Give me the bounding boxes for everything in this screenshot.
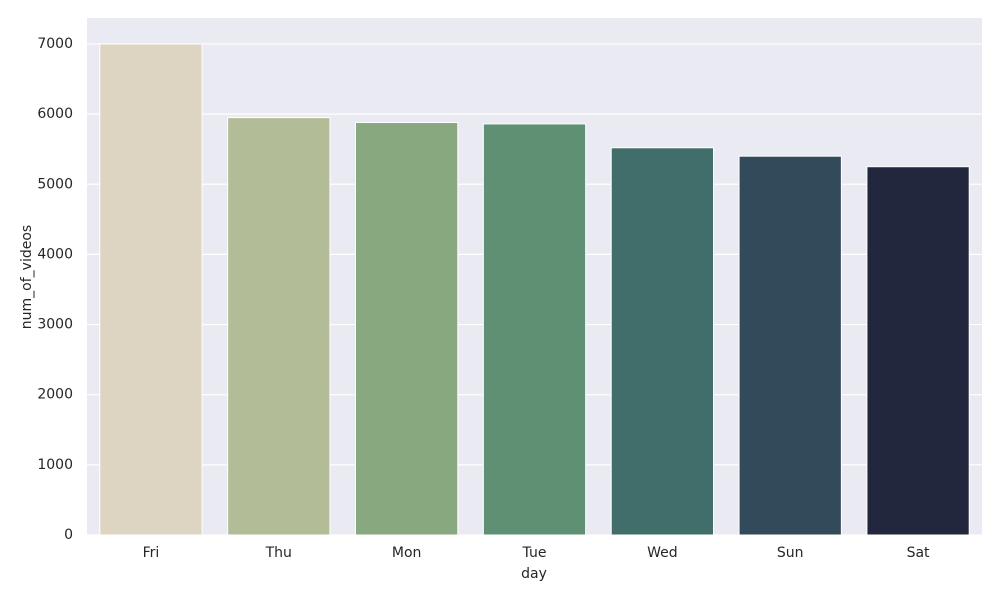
y-tick-label: 2000 — [37, 387, 73, 403]
bar — [99, 43, 203, 536]
x-tick-label: Sat — [907, 545, 930, 561]
y-tick-label: 3000 — [37, 317, 73, 333]
y-tick-label: 7000 — [37, 36, 73, 52]
y-tick-label: 0 — [64, 527, 73, 543]
x-tick-label: Sun — [777, 545, 804, 561]
y-tick-label: 4000 — [37, 246, 73, 262]
x-axis-label: day — [521, 566, 547, 582]
y-tick-label: 5000 — [37, 176, 73, 192]
y-axis-label: num_of_videos — [19, 225, 35, 329]
y-tick-label: 1000 — [37, 457, 73, 473]
bar — [227, 117, 331, 536]
bar — [355, 122, 459, 536]
bar — [482, 123, 587, 536]
y-tick-label: 6000 — [37, 106, 73, 122]
x-tick-label: Thu — [265, 545, 292, 561]
x-tick-label: Wed — [647, 545, 678, 561]
x-tick-label: Mon — [392, 545, 422, 561]
bar — [866, 166, 970, 536]
bar — [610, 147, 715, 536]
x-tick-label: Tue — [522, 545, 547, 561]
bar — [738, 155, 842, 536]
x-tick-label: Fri — [143, 545, 160, 561]
